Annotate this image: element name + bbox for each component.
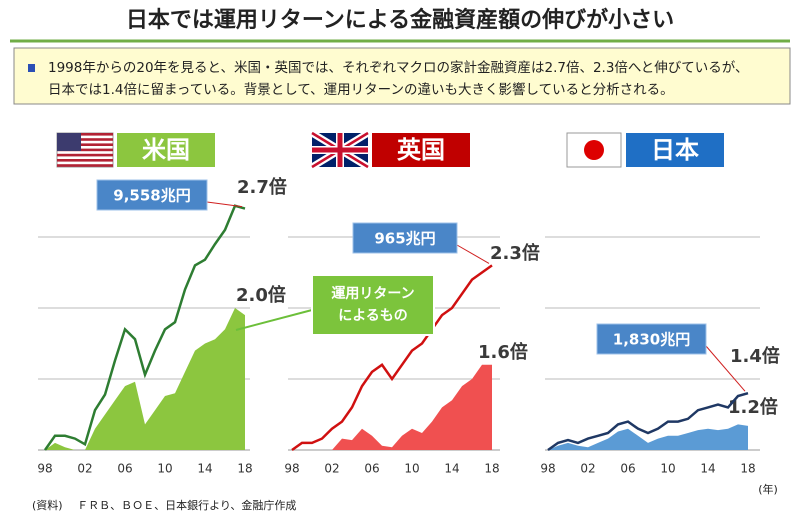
bullet (28, 64, 35, 72)
line (547, 391, 749, 452)
x-tick-label: 18 (237, 462, 252, 476)
x-tick-label: 98 (540, 462, 555, 476)
summary-line: 日本では1.4倍に留まっている。背景として、運用リターンの違いも大きく影響してい… (48, 81, 674, 98)
area (292, 364, 492, 450)
country-box (626, 133, 724, 167)
line (291, 264, 493, 452)
callout-box (311, 274, 435, 336)
total-box (596, 323, 707, 355)
total-arrow (456, 244, 490, 264)
line (43, 204, 246, 451)
callout-pointer (235, 309, 313, 331)
x-unit: (年) (758, 482, 778, 496)
x-tick-label: 14 (444, 462, 459, 476)
x-tick-label: 02 (580, 462, 595, 476)
total-label: 9,558兆円 (113, 187, 190, 205)
x-tick-label: 10 (404, 462, 419, 476)
end-label: 1.6倍 (478, 341, 528, 363)
x-tick-label: 14 (197, 462, 212, 476)
area (548, 424, 748, 450)
end-label: 2.3倍 (490, 242, 540, 264)
callout-text: 運用リターン (331, 286, 414, 302)
x-tick-label: 06 (364, 462, 379, 476)
x-tick-label: 98 (284, 462, 299, 476)
summary-line: 1998年からの20年を見ると、米国・英国では、それぞれマクロの家計金融資産は2… (48, 59, 749, 76)
country-box (372, 133, 470, 167)
end-label: 1.4倍 (730, 345, 780, 367)
uk-flag (310, 130, 370, 170)
source: (資料) ＦＲＢ、ＢＯＥ、日本銀行より、金融庁作成 (32, 498, 296, 512)
country-label: 日本 (651, 136, 699, 164)
country-label: 英国 (397, 136, 445, 164)
x-tick-label: 02 (324, 462, 339, 476)
callout-text: によるもの (338, 308, 408, 324)
x-tick-label: 06 (620, 462, 635, 476)
x-tick-label: 18 (740, 462, 755, 476)
total-label: 1,830兆円 (613, 331, 690, 349)
x-tick-label: 06 (117, 462, 132, 476)
jp-flag (566, 132, 622, 168)
x-tick-label: 10 (157, 462, 172, 476)
country-box (117, 133, 215, 167)
x-tick-label: 98 (37, 462, 52, 476)
country-label: 米国 (142, 136, 190, 164)
total-arrow (705, 345, 746, 392)
area (45, 308, 245, 450)
x-tick-label: 18 (484, 462, 499, 476)
total-label: 965兆円 (374, 230, 435, 248)
title: 日本では運用リターンによる金融資産額の伸びが小さい (126, 7, 674, 33)
total-box (96, 179, 208, 211)
end-label: 2.0倍 (236, 284, 286, 306)
us-flag (56, 132, 114, 168)
end-label: 1.2倍 (728, 396, 778, 418)
x-tick-label: 02 (77, 462, 92, 476)
x-tick-label: 10 (660, 462, 675, 476)
total-arrow (206, 201, 243, 208)
total-box (352, 222, 458, 254)
end-label: 2.7倍 (237, 176, 287, 198)
x-tick-label: 14 (700, 462, 715, 476)
summary-box (13, 47, 791, 105)
